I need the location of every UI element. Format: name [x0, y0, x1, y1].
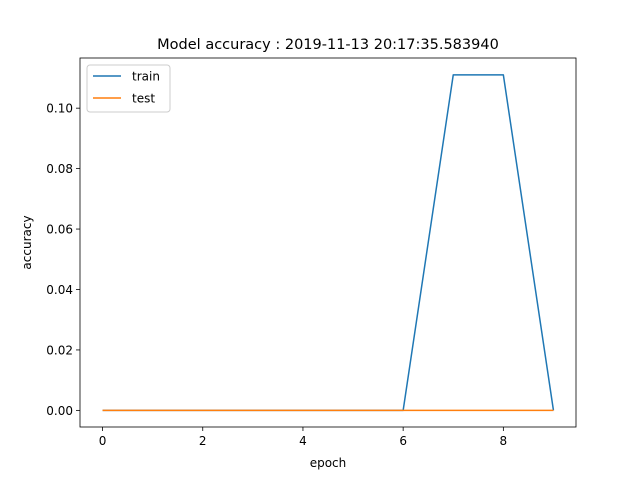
- x-axis-label: epoch: [310, 456, 347, 470]
- y-tick-label: 0.10: [46, 102, 73, 116]
- legend-label-test: test: [132, 92, 155, 106]
- x-tick-label: 2: [199, 434, 207, 448]
- y-tick-label: 0.06: [46, 223, 73, 237]
- series-layer: [102, 74, 555, 412]
- y-tick-label: 0.04: [46, 283, 73, 297]
- y-tick-label: 0.08: [46, 162, 73, 176]
- legend: train test: [86, 64, 171, 113]
- x-tick-label: 0: [99, 434, 107, 448]
- plot-frame: [79, 57, 577, 428]
- x-tick-label: 6: [399, 434, 407, 448]
- x-axis: 0 2 4 6 8: [99, 427, 507, 448]
- y-tick-label: 0.02: [46, 343, 73, 357]
- y-axis: 0.00 0.02 0.04 0.06 0.08 0.10: [46, 102, 80, 418]
- plot-area: [79, 57, 577, 428]
- y-tick-label: 0.00: [46, 404, 73, 418]
- y-axis-label: accuracy: [20, 215, 34, 269]
- x-tick-label: 8: [500, 434, 508, 448]
- legend-label-train: train: [132, 70, 160, 84]
- x-tick-label: 4: [299, 434, 307, 448]
- plot-background: [80, 58, 576, 427]
- chart-title: Model accuracy : 2019-11-13 20:17:35.583…: [157, 37, 499, 53]
